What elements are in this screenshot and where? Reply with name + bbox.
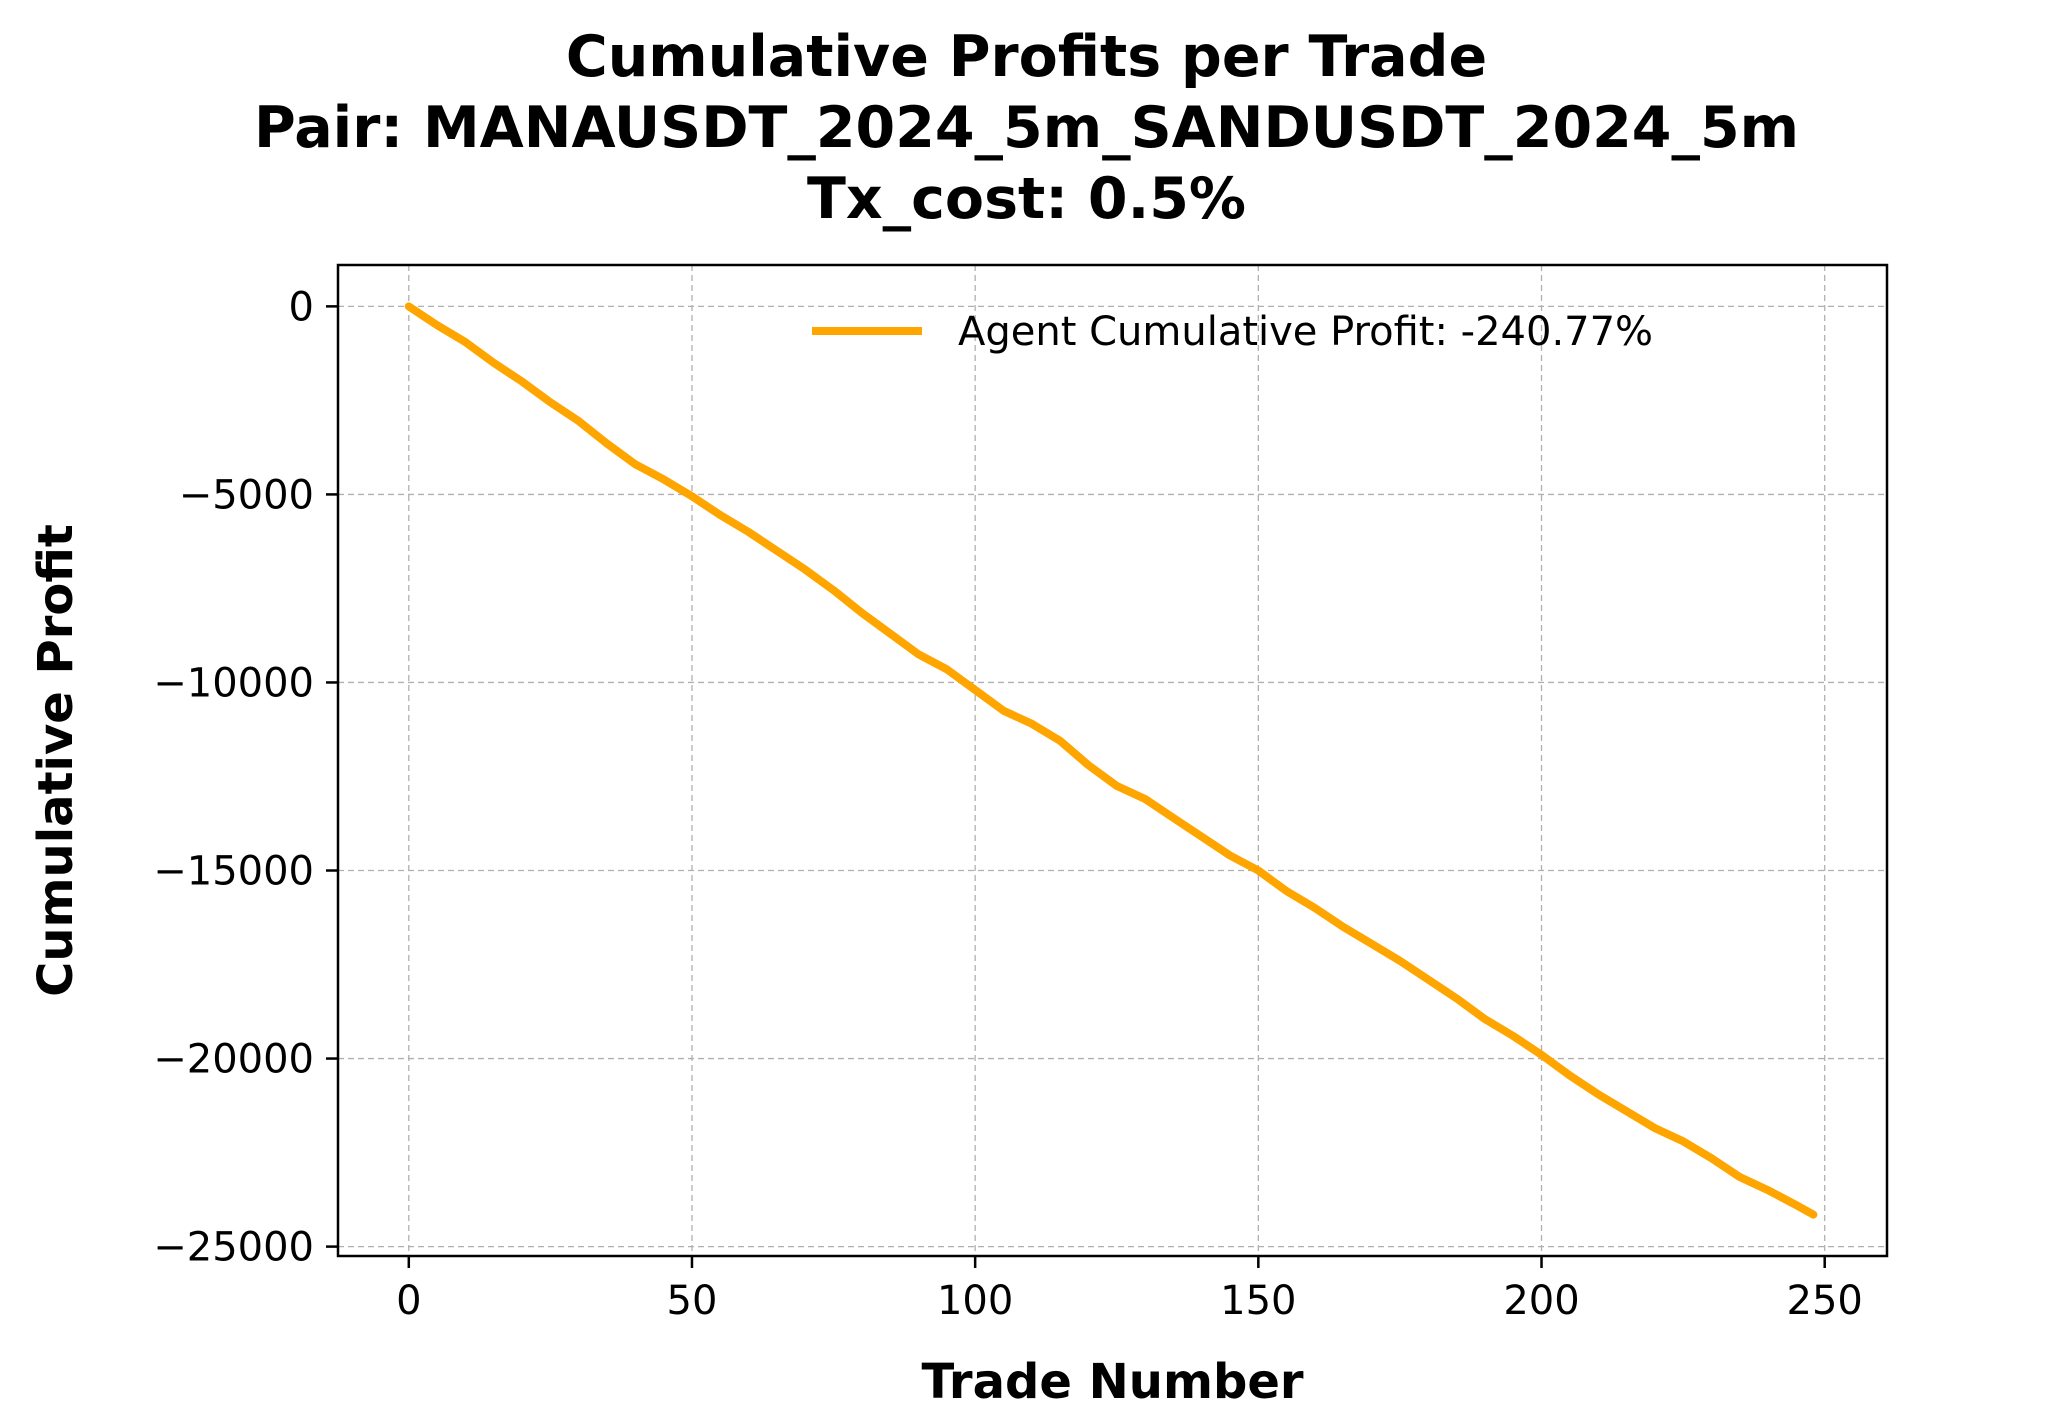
x-tick-label: 100	[937, 1278, 1013, 1324]
axis-ticks: 0 50 100 150 200 250 0 −5000 −10000 −15000 −20000 −…	[153, 284, 1863, 1324]
y-tick-label: −15000	[153, 849, 314, 895]
chart-title-line-3: Tx_cost: 0.5%	[807, 166, 1246, 232]
x-tick-label: 0	[396, 1278, 421, 1324]
chart-title-line-1: Cumulative Profits per Trade	[565, 24, 1488, 90]
x-tick-label: 150	[1220, 1278, 1296, 1324]
x-tick-label: 200	[1503, 1278, 1579, 1324]
chart-title-line-2: Pair: MANAUSDT_2024_5m_SANDUSDT_2024_5m	[253, 95, 1800, 161]
y-axis-label: Cumulative Profit	[28, 524, 84, 997]
grid-lines	[338, 265, 1887, 1256]
x-axis-label: Trade Number	[921, 1354, 1303, 1410]
y-tick-label: −25000	[153, 1225, 314, 1271]
series-line-agent-cumulative-profit	[404, 302, 1818, 1219]
x-tick-label: 250	[1787, 1278, 1863, 1324]
x-tick-label: 50	[667, 1278, 718, 1324]
y-tick-label: −20000	[153, 1037, 314, 1083]
y-tick-label: 0	[289, 284, 314, 330]
y-tick-label: −5000	[179, 472, 314, 518]
y-tick-label: −10000	[153, 660, 314, 706]
plot-area-frame	[336, 263, 1889, 1258]
legend-label: Agent Cumulative Profit: -240.77%	[958, 309, 1653, 355]
chart-title: Cumulative Profits per Trade Pair: MANAU…	[0, 22, 2053, 235]
legend: Agent Cumulative Profit: -240.77%	[812, 309, 1653, 355]
